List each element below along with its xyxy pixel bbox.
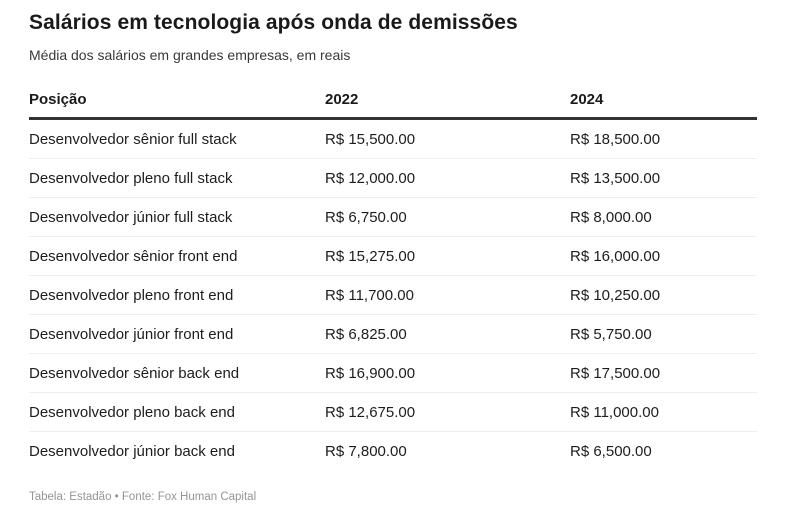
salary-2024-cell: R$ 5,750.00 <box>570 325 652 343</box>
position-cell: Desenvolvedor júnior back end <box>29 442 235 460</box>
table-row: Desenvolvedor sênior front end R$ 15,275.… <box>29 237 757 276</box>
table-row: Desenvolvedor pleno full stack R$ 12,000.… <box>29 159 757 198</box>
position-cell: Desenvolvedor pleno back end <box>29 403 235 421</box>
salary-2024-cell: R$ 6,500.00 <box>570 442 652 460</box>
position-cell: Desenvolvedor sênior front end <box>29 247 238 265</box>
salary-2022-cell: R$ 12,675.00 <box>325 403 416 421</box>
salary-2022-cell: R$ 16,900.00 <box>325 364 416 382</box>
table-header-row: Posição 2022 2024 <box>29 91 757 120</box>
table-row: Desenvolvedor pleno back end R$ 12,675.00… <box>29 393 757 432</box>
salary-2024-cell: R$ 10,250.00 <box>570 286 661 304</box>
salary-2022-cell: R$ 6,750.00 <box>325 208 407 226</box>
salary-table: Posição 2022 2024 Desenvolvedor sênior f… <box>29 91 757 470</box>
column-header-2024: 2024 <box>570 91 604 108</box>
column-header-2022: 2022 <box>325 91 359 108</box>
attribution-footer: Tabela: Estadão • Fonte: Fox Human Capit… <box>29 491 257 503</box>
salary-2024-cell: R$ 17,500.00 <box>570 364 661 382</box>
salary-2024-cell: R$ 18,500.00 <box>570 130 661 148</box>
salary-2022-cell: R$ 15,500.00 <box>325 130 416 148</box>
table-row: Desenvolvedor pleno front end R$ 11,700.0… <box>29 276 757 315</box>
salary-2022-cell: R$ 7,800.00 <box>325 442 407 460</box>
position-cell: Desenvolvedor júnior front end <box>29 325 234 343</box>
page-title: Salários em tecnologia após onda de demi… <box>29 11 518 34</box>
position-cell: Desenvolvedor júnior full stack <box>29 208 233 226</box>
table-row: Desenvolvedor júnior full stack R$ 6,750.… <box>29 198 757 237</box>
table-row: Desenvolvedor sênior full stack R$ 15,500… <box>29 120 757 159</box>
column-header-position: Posição <box>29 91 87 108</box>
salary-2022-cell: R$ 11,700.00 <box>325 286 414 304</box>
salary-2022-cell: R$ 15,275.00 <box>325 247 416 265</box>
position-cell: Desenvolvedor sênior full stack <box>29 130 237 148</box>
table-row: Desenvolvedor júnior front end R$ 6,825.0… <box>29 315 757 354</box>
position-cell: Desenvolvedor pleno front end <box>29 286 234 304</box>
salary-2022-cell: R$ 6,825.00 <box>325 325 407 343</box>
salary-2024-cell: R$ 8,000.00 <box>570 208 652 226</box>
position-cell: Desenvolvedor pleno full stack <box>29 169 233 187</box>
table-row: Desenvolvedor júnior back end R$ 7,800.00… <box>29 432 757 470</box>
table-row: Desenvolvedor sênior back end R$ 16,900.0… <box>29 354 757 393</box>
salary-2024-cell: R$ 13,500.00 <box>570 169 661 187</box>
salary-2024-cell: R$ 11,000.00 <box>570 403 659 421</box>
position-cell: Desenvolvedor sênior back end <box>29 364 240 382</box>
table-body: Desenvolvedor sênior full stack R$ 15,500… <box>29 120 757 470</box>
salary-2024-cell: R$ 16,000.00 <box>570 247 661 265</box>
salary-2022-cell: R$ 12,000.00 <box>325 169 416 187</box>
page-subtitle: Média dos salários em grandes empresas, … <box>29 47 351 63</box>
